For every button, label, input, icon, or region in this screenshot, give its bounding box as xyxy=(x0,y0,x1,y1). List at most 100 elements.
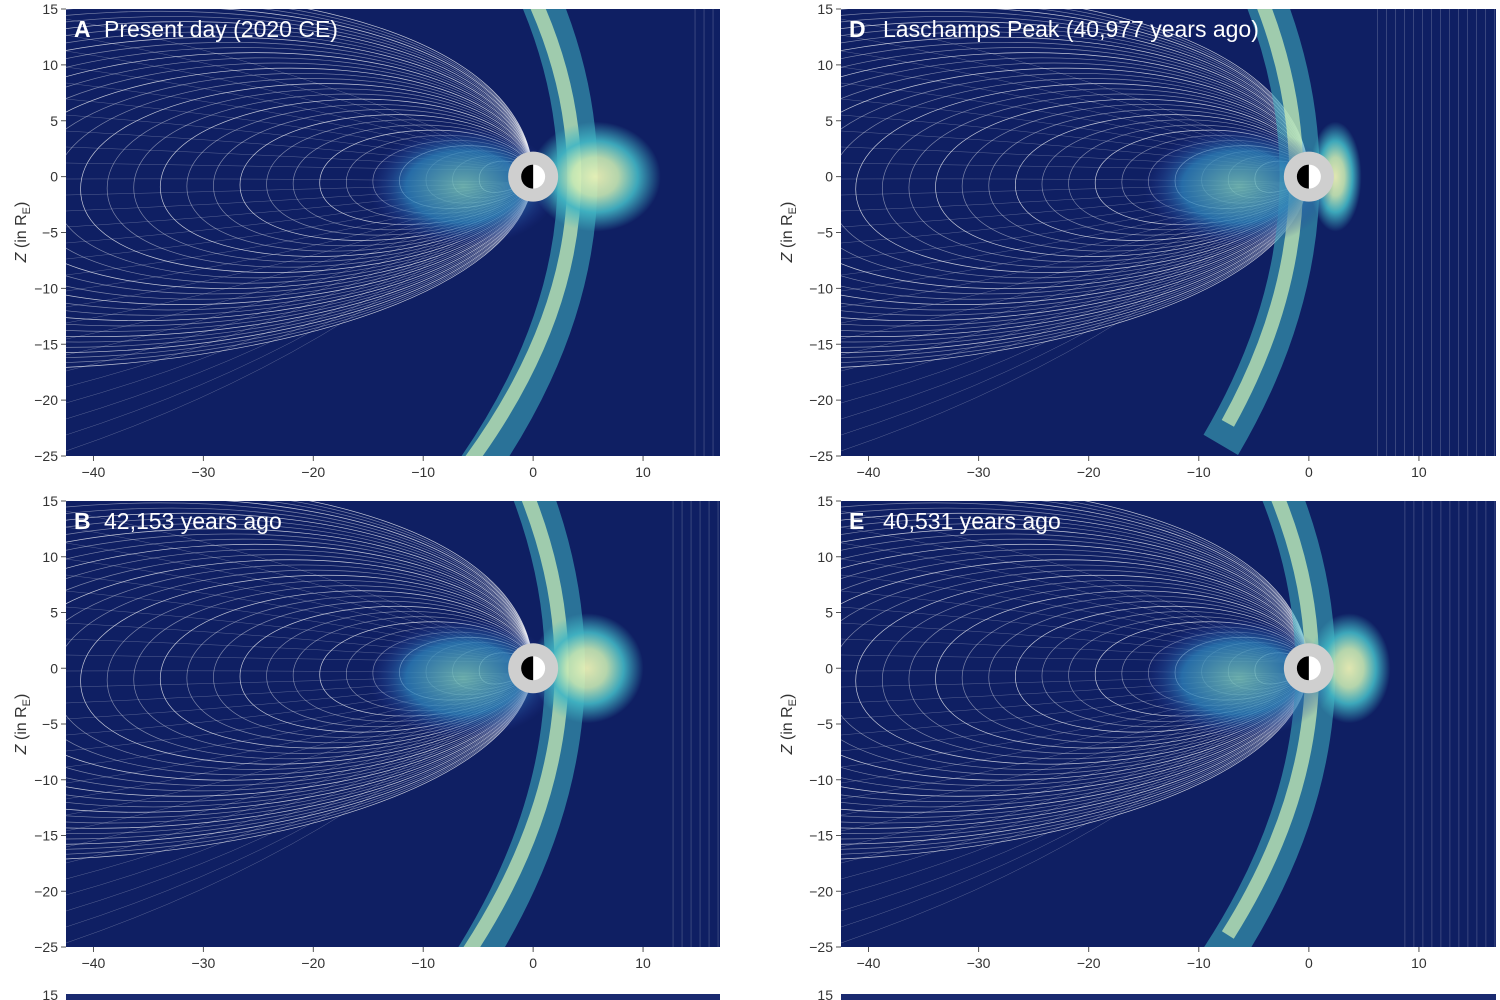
y-tick-label: −20 xyxy=(809,883,833,899)
x-tick-label: −40 xyxy=(82,464,106,480)
field-line xyxy=(841,518,1310,824)
field-line xyxy=(66,9,534,358)
field-line xyxy=(841,502,1310,840)
x-tick-label: −20 xyxy=(1077,464,1101,480)
panel-title: 40,531 years ago xyxy=(883,508,1061,534)
nightside-glow xyxy=(1143,618,1334,739)
field-line xyxy=(66,52,534,305)
y-tick-label: 10 xyxy=(817,57,833,73)
field-line xyxy=(841,528,1310,813)
field-line xyxy=(841,564,1310,776)
field-line xyxy=(841,21,1310,337)
x-tick-label: 0 xyxy=(529,955,537,971)
y-tick-label: −15 xyxy=(809,336,833,352)
field-line xyxy=(881,580,1310,760)
x-ticks: −40 −30 −20 −10 0 10 xyxy=(857,947,1427,971)
x-ticks: −40 −30 −20 −10 0 10 xyxy=(82,947,651,971)
field-line xyxy=(841,507,1310,834)
y-tick-label: −5 xyxy=(817,716,833,732)
field-line xyxy=(841,26,1310,332)
earth-marker xyxy=(1283,151,1334,202)
x-tick-label: −30 xyxy=(967,955,991,971)
field-line xyxy=(841,9,1310,353)
field-line xyxy=(66,78,534,279)
x-ticks: −40 −30 −20 −10 0 10 xyxy=(82,456,651,480)
field-line xyxy=(66,41,534,316)
y-axis-label: Z (in RE) xyxy=(779,694,799,756)
partial-plot-left xyxy=(66,994,720,1000)
x-tick-label: −10 xyxy=(411,464,435,480)
field-line xyxy=(66,533,534,808)
y-tick-label: −10 xyxy=(809,280,833,296)
y-tick-label: 0 xyxy=(825,169,833,185)
field-line xyxy=(66,569,534,770)
field-line xyxy=(841,559,1310,781)
panel-title: 42,153 years ago xyxy=(104,508,282,534)
x-tick-label: −20 xyxy=(1077,955,1101,971)
sheath xyxy=(368,501,644,947)
panel-title: Laschamps Peak (40,977 years ago) xyxy=(883,16,1259,42)
y-tick-label: −25 xyxy=(809,939,833,955)
y-tick-label: 15 xyxy=(42,493,58,509)
earth-marker xyxy=(1283,643,1334,694)
field-line xyxy=(855,83,1310,273)
field-line xyxy=(841,554,1310,786)
field-line xyxy=(66,543,534,797)
field-line xyxy=(159,590,534,749)
panel-letter: B xyxy=(74,508,91,534)
y-ticks: 15 10 5 0 −5 −10 −15 −20 −25 xyxy=(809,493,841,955)
field-line xyxy=(841,9,1310,363)
x-tick-label: 0 xyxy=(1305,464,1313,480)
plot-area xyxy=(66,501,720,947)
field-line xyxy=(66,9,534,353)
field-line xyxy=(66,47,534,311)
dayside-glow xyxy=(530,613,644,724)
y-tick-label: −20 xyxy=(809,392,833,408)
field-line xyxy=(133,93,534,263)
y-ticks: 15 10 5 0 −5 −10 −15 −20 −25 xyxy=(34,1,66,464)
y-tick-label: −15 xyxy=(34,336,58,352)
field-line xyxy=(66,67,534,289)
y-tick-label: −20 xyxy=(34,392,58,408)
field-line xyxy=(66,564,534,776)
field-line xyxy=(841,533,1310,808)
x-tick-label: 0 xyxy=(1305,955,1313,971)
y-tick-label: 5 xyxy=(825,113,833,129)
y-tick-label: 0 xyxy=(50,660,58,676)
field-line xyxy=(841,501,1310,850)
field-line xyxy=(841,72,1310,284)
x-ticks: −40 −30 −20 −10 0 10 xyxy=(857,456,1427,480)
earth-marker xyxy=(508,643,559,694)
y-tick-label: 10 xyxy=(42,57,58,73)
x-tick-label: −20 xyxy=(301,955,325,971)
field-line xyxy=(841,78,1310,279)
field-line xyxy=(66,512,534,829)
partial-plot-right xyxy=(841,994,1496,1000)
x-tick-label: −20 xyxy=(301,464,325,480)
y-tick-label: 5 xyxy=(825,605,833,621)
nightside-glow xyxy=(368,618,559,739)
field-line xyxy=(841,41,1310,316)
panel-title: Present day (2020 CE) xyxy=(104,16,338,42)
panel-letter: E xyxy=(849,508,864,534)
field-line xyxy=(133,585,534,754)
nightside-glow xyxy=(1143,126,1334,247)
partial-ytick-right: 15 xyxy=(817,987,833,1000)
y-tick-label: 10 xyxy=(42,549,58,565)
field-line xyxy=(66,538,534,802)
field-line xyxy=(66,57,534,300)
field-line xyxy=(66,554,534,786)
y-tick-label: −5 xyxy=(42,225,58,241)
field-line xyxy=(66,502,534,840)
field-line xyxy=(841,52,1310,305)
panel-b: B 42,153 years ago 151050−5−10−15−20−25 … xyxy=(13,493,720,971)
earth-night-side xyxy=(1296,656,1309,681)
plot-area xyxy=(841,501,1496,947)
field-line xyxy=(106,580,534,760)
field-line xyxy=(66,16,534,343)
field-line xyxy=(841,31,1310,327)
field-line xyxy=(841,62,1310,295)
field-line xyxy=(66,518,534,824)
field-line xyxy=(935,98,1310,257)
